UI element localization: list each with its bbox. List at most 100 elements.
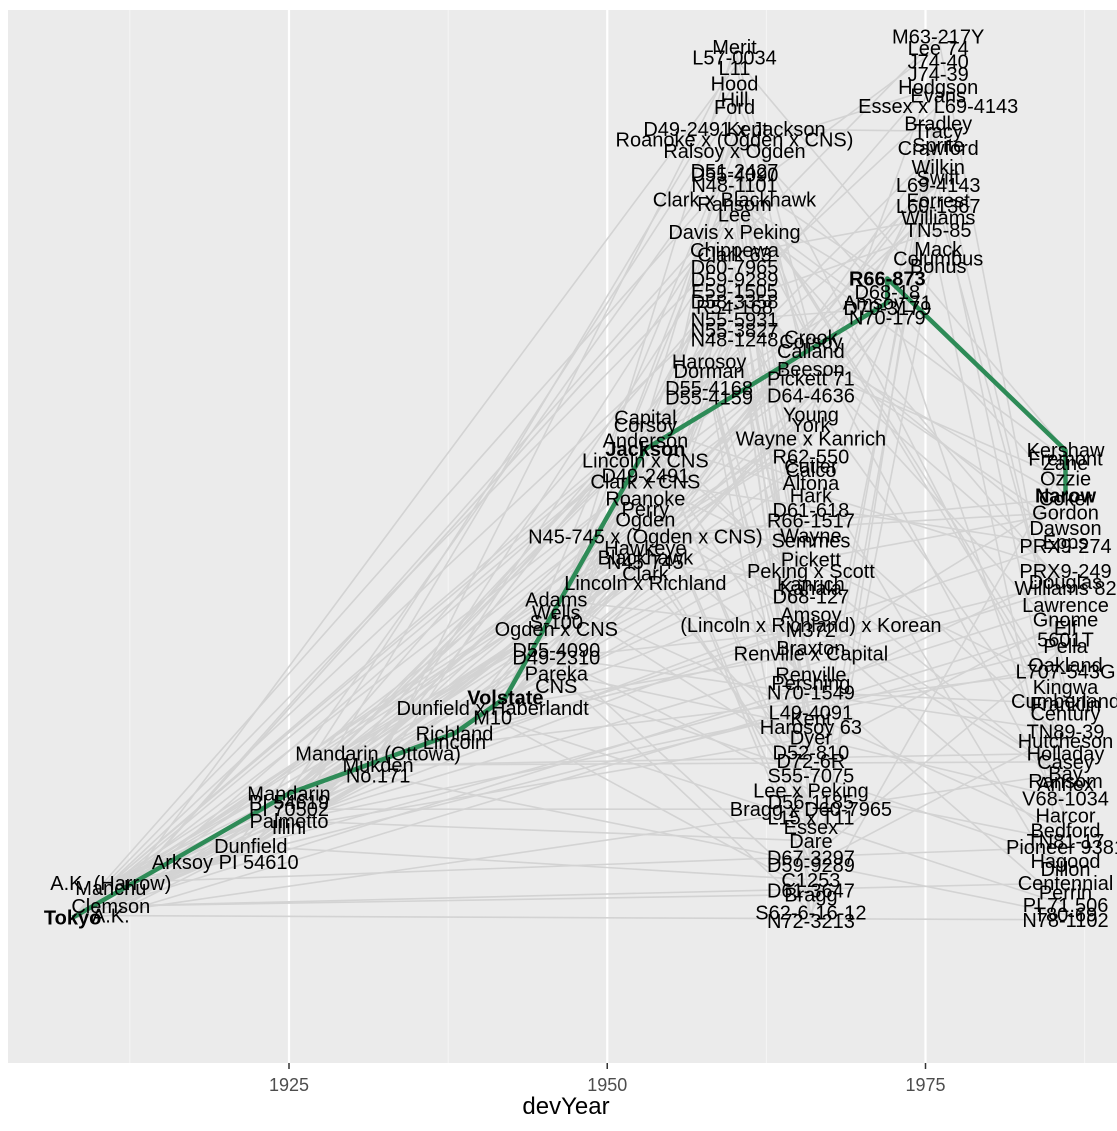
node-label: Hark <box>790 485 833 507</box>
node-label: Wayne <box>780 525 842 547</box>
edge-line <box>555 307 888 687</box>
edge-line <box>556 656 1066 733</box>
edge-line <box>288 147 939 803</box>
node-label: Kingwa <box>1033 677 1099 699</box>
node-label: Pella <box>1043 636 1088 658</box>
node-label: Elf <box>1054 618 1078 640</box>
edge-line <box>810 624 1067 848</box>
edge-line <box>645 508 1066 775</box>
edge-line <box>734 229 939 303</box>
node-label: Epps <box>1043 532 1089 554</box>
edge-line <box>810 368 1066 480</box>
edge-line <box>644 249 736 418</box>
node-label: Hodgson <box>898 77 978 99</box>
node-label: R66-1517 <box>767 511 855 533</box>
node-label: J74-39 <box>908 64 969 86</box>
edge-line <box>71 170 736 919</box>
x-axis-title: devYear <box>522 1093 609 1120</box>
node-label: S55-7075 <box>768 766 855 788</box>
edge-line <box>110 624 812 889</box>
node-label: Franklin <box>1030 694 1101 716</box>
node-label: Bragg x D60-7965 <box>730 799 892 821</box>
node-label: Crook <box>784 328 838 350</box>
edge-line <box>555 424 812 630</box>
node-label: (Lincoln x Richland) x Korean <box>680 615 941 637</box>
node-label: D52-810 <box>773 742 850 764</box>
edge-line <box>733 290 1067 754</box>
edge-line <box>645 481 1066 688</box>
node-label: York <box>791 415 831 437</box>
node-label: Kershaw <box>1027 440 1105 462</box>
node-label: Dawson <box>1029 518 1101 540</box>
node-label: L707-543G <box>1015 661 1115 683</box>
node-label: Lincoln <box>423 732 486 754</box>
node-label: D59-9289 <box>691 270 779 292</box>
node-label: L57-0034 <box>692 47 777 69</box>
edge-line <box>810 645 1067 859</box>
edge-line <box>810 511 1066 561</box>
edge-line <box>937 184 1067 785</box>
node-label: Lincoln x Richland <box>564 573 726 595</box>
node-label: No.171 <box>346 766 411 788</box>
node-label: Palmetto <box>250 811 329 833</box>
edge-line <box>644 424 812 810</box>
node-label: Hutcheson <box>1018 731 1114 753</box>
edge-line <box>110 572 646 917</box>
edge-line <box>288 587 812 795</box>
node-label: Ogden <box>615 510 675 532</box>
edge-line <box>733 106 812 776</box>
node-label: Clark x CNS <box>590 472 700 494</box>
edge-line <box>377 413 812 755</box>
node-label: Mandarin (Ottowa) <box>295 743 461 765</box>
edge-line <box>377 774 1066 916</box>
node-label: Blackhawk <box>598 548 695 570</box>
node-label: Swift <box>917 167 961 189</box>
edge-line <box>734 307 888 321</box>
node-label: Kanrich <box>777 574 845 596</box>
node-label: Harcor <box>1035 806 1095 828</box>
node-label: Ransom <box>1028 771 1102 793</box>
node-label: Pershing <box>771 673 850 695</box>
edge-line <box>377 199 736 754</box>
node-label: Richland <box>416 723 494 745</box>
edge-line <box>378 752 1066 766</box>
x-tick-label: 1975 <box>905 1075 945 1095</box>
edge-line <box>708 361 812 719</box>
node-label: Mukden <box>343 755 414 777</box>
node-label: Tracy <box>914 121 963 143</box>
node-label: Douglas <box>1029 572 1102 594</box>
node-label: Perry <box>622 499 670 521</box>
edge-line <box>645 511 1066 538</box>
edge-line <box>492 465 812 709</box>
node-label: Lawrence <box>1022 595 1109 617</box>
node-label: D72-6R <box>776 751 845 773</box>
node-label: Pioneer 9381 <box>1006 837 1117 859</box>
node-label: Dorman <box>674 361 745 383</box>
node-label: Ozzie <box>1040 469 1091 491</box>
node-label: D70-3179 <box>843 298 931 320</box>
edge-line <box>454 581 1066 735</box>
edge-line <box>810 95 940 802</box>
node-label: Crawford <box>898 138 979 160</box>
node-label: N70-1549 <box>767 682 855 704</box>
node-label: Evans <box>910 85 966 107</box>
highlight-path <box>71 276 1068 920</box>
edge-line <box>504 582 646 699</box>
node-label: D49-2491 <box>601 465 689 487</box>
edge-line <box>555 301 736 623</box>
node-label: Corsoy <box>614 415 677 437</box>
edge-line <box>810 317 888 439</box>
edge-line <box>555 656 812 791</box>
node-label: Amsoy <box>780 604 841 626</box>
node-label: Coker <box>1039 489 1093 511</box>
edge-line <box>110 893 811 907</box>
node-label: D59-9289 <box>767 855 855 877</box>
node-label: Williams <box>901 207 975 229</box>
edge-line <box>555 657 812 891</box>
node-label: Gordon <box>1032 502 1099 524</box>
edge-line <box>733 99 1067 742</box>
node-label: M372 <box>786 620 836 642</box>
node-label: PRX9-274 <box>1019 536 1111 558</box>
edge-line <box>644 128 736 426</box>
